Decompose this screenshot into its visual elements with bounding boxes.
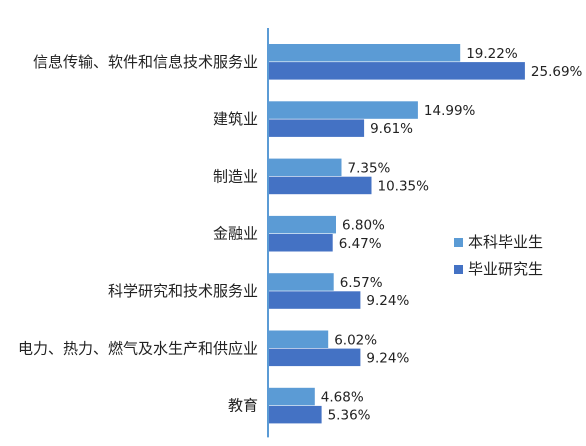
- data-label: 14.99%: [424, 103, 476, 119]
- data-label: 4.68%: [321, 390, 364, 406]
- category-label: 信息传输、软件和信息技术服务业: [33, 53, 258, 71]
- bar-undergraduate: [268, 215, 336, 234]
- data-label: 7.35%: [348, 160, 391, 176]
- data-label: 5.36%: [328, 408, 371, 424]
- data-label: 9.61%: [370, 121, 413, 137]
- category-label: 科学研究和技术服务业: [108, 282, 258, 300]
- category-label: 制造业: [213, 167, 258, 185]
- data-label: 25.69%: [531, 64, 583, 80]
- data-label: 6.47%: [339, 236, 382, 252]
- legend-label: 毕业研究生: [468, 260, 543, 278]
- category-label: 教育: [228, 397, 258, 415]
- bar-graduate: [268, 119, 365, 137]
- data-label: 9.24%: [366, 293, 409, 309]
- legend-swatch: [454, 238, 463, 247]
- data-label: 10.35%: [378, 178, 430, 194]
- bar-graduate: [268, 176, 372, 195]
- data-label: 6.80%: [342, 218, 385, 234]
- bar-undergraduate: [268, 273, 334, 291]
- bar-graduate: [268, 62, 525, 80]
- category-label: 金融业: [213, 225, 258, 243]
- legend-swatch: [454, 265, 463, 274]
- bar-undergraduate: [268, 330, 329, 348]
- category-label: 电力、热力、燃气及水生产和供应业: [18, 339, 258, 357]
- bar-undergraduate: [268, 387, 315, 406]
- bar-graduate: [268, 405, 322, 424]
- bar-graduate: [268, 291, 361, 309]
- bar-graduate: [268, 234, 333, 252]
- data-label: 19.22%: [466, 46, 518, 62]
- bar-graduate: [268, 348, 361, 367]
- bar-undergraduate: [268, 158, 342, 177]
- bar-undergraduate: [268, 101, 418, 119]
- data-label: 9.24%: [366, 350, 409, 366]
- category-label: 建筑业: [213, 110, 258, 128]
- bar-undergraduate: [268, 44, 461, 62]
- data-label: 6.57%: [340, 275, 383, 291]
- legend-label: 本科毕业生: [468, 233, 543, 251]
- data-label: 6.02%: [334, 332, 377, 348]
